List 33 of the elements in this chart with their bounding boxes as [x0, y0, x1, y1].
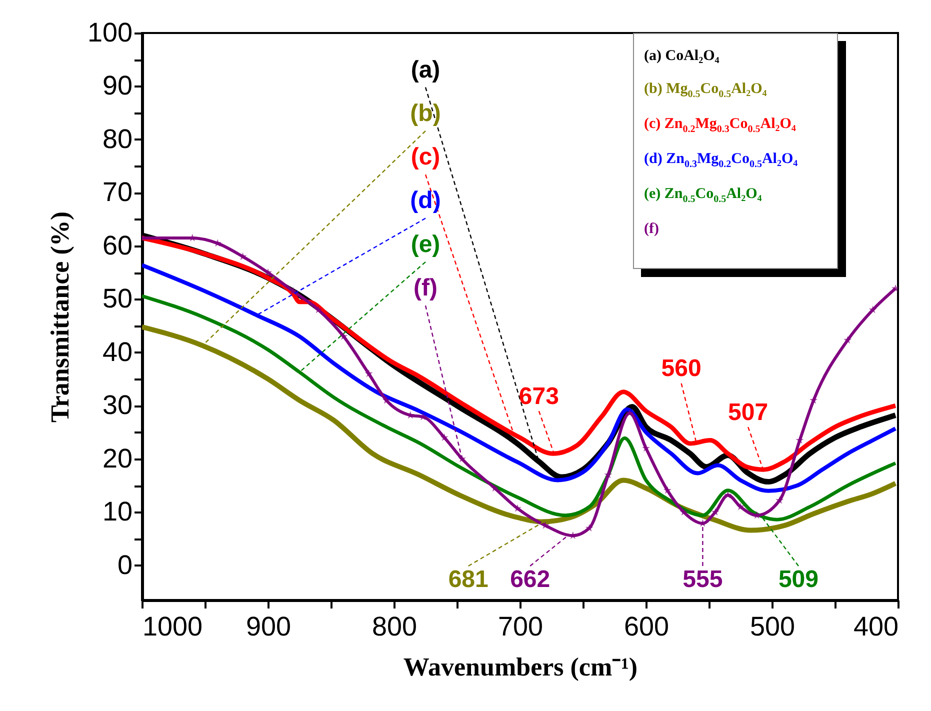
x-tick-label: 400: [853, 612, 898, 642]
annotation: 673: [518, 382, 559, 410]
y-tick-label: 50: [102, 284, 132, 314]
y-tick-label: 70: [102, 177, 132, 208]
annotation: 681: [448, 566, 488, 594]
annotation: (a): [410, 56, 440, 84]
annotation: 560: [661, 355, 702, 382]
x-axis-title: Wavenumbers (cm⁻¹): [403, 652, 638, 682]
annotation: 555: [682, 566, 723, 594]
y-tick-label: 80: [102, 124, 132, 154]
y-tick-label: 100: [87, 18, 132, 48]
annotation: (b): [410, 100, 441, 127]
annotation: (d): [410, 187, 441, 214]
x-tick-label: 700: [498, 612, 544, 642]
annotation: 507: [728, 398, 768, 426]
annotation: 509: [778, 566, 818, 594]
y-tick-label: 20: [102, 443, 132, 474]
y-tick-label: 90: [102, 70, 132, 101]
y-tick-label: 0: [117, 550, 132, 580]
annotation: (f): [414, 274, 438, 302]
y-tick-label: 10: [102, 496, 132, 527]
x-tick-label: 500: [750, 612, 796, 642]
x-tick-label: 800: [372, 612, 418, 642]
annotation: 662: [510, 566, 550, 594]
x-tick-label: 600: [624, 612, 670, 642]
annotation: (c): [410, 144, 440, 171]
annotation: (e): [410, 230, 440, 258]
y-tick-label: 40: [102, 336, 132, 367]
y-tick-label: 60: [102, 230, 132, 260]
y-tick-label: 30: [102, 390, 132, 420]
y-axis-title: Transmittance (%): [45, 211, 74, 423]
x-tick-label: 1000: [142, 612, 203, 642]
x-tick-label: 900: [246, 612, 292, 642]
